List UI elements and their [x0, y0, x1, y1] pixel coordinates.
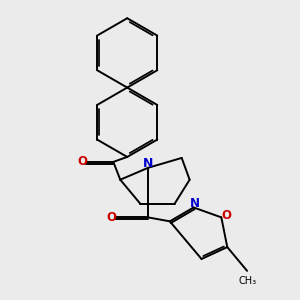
Text: O: O	[222, 209, 232, 222]
Text: N: N	[143, 158, 153, 170]
Text: N: N	[190, 197, 200, 210]
Text: CH₃: CH₃	[238, 276, 257, 286]
Text: O: O	[77, 155, 87, 168]
Text: O: O	[106, 211, 116, 224]
